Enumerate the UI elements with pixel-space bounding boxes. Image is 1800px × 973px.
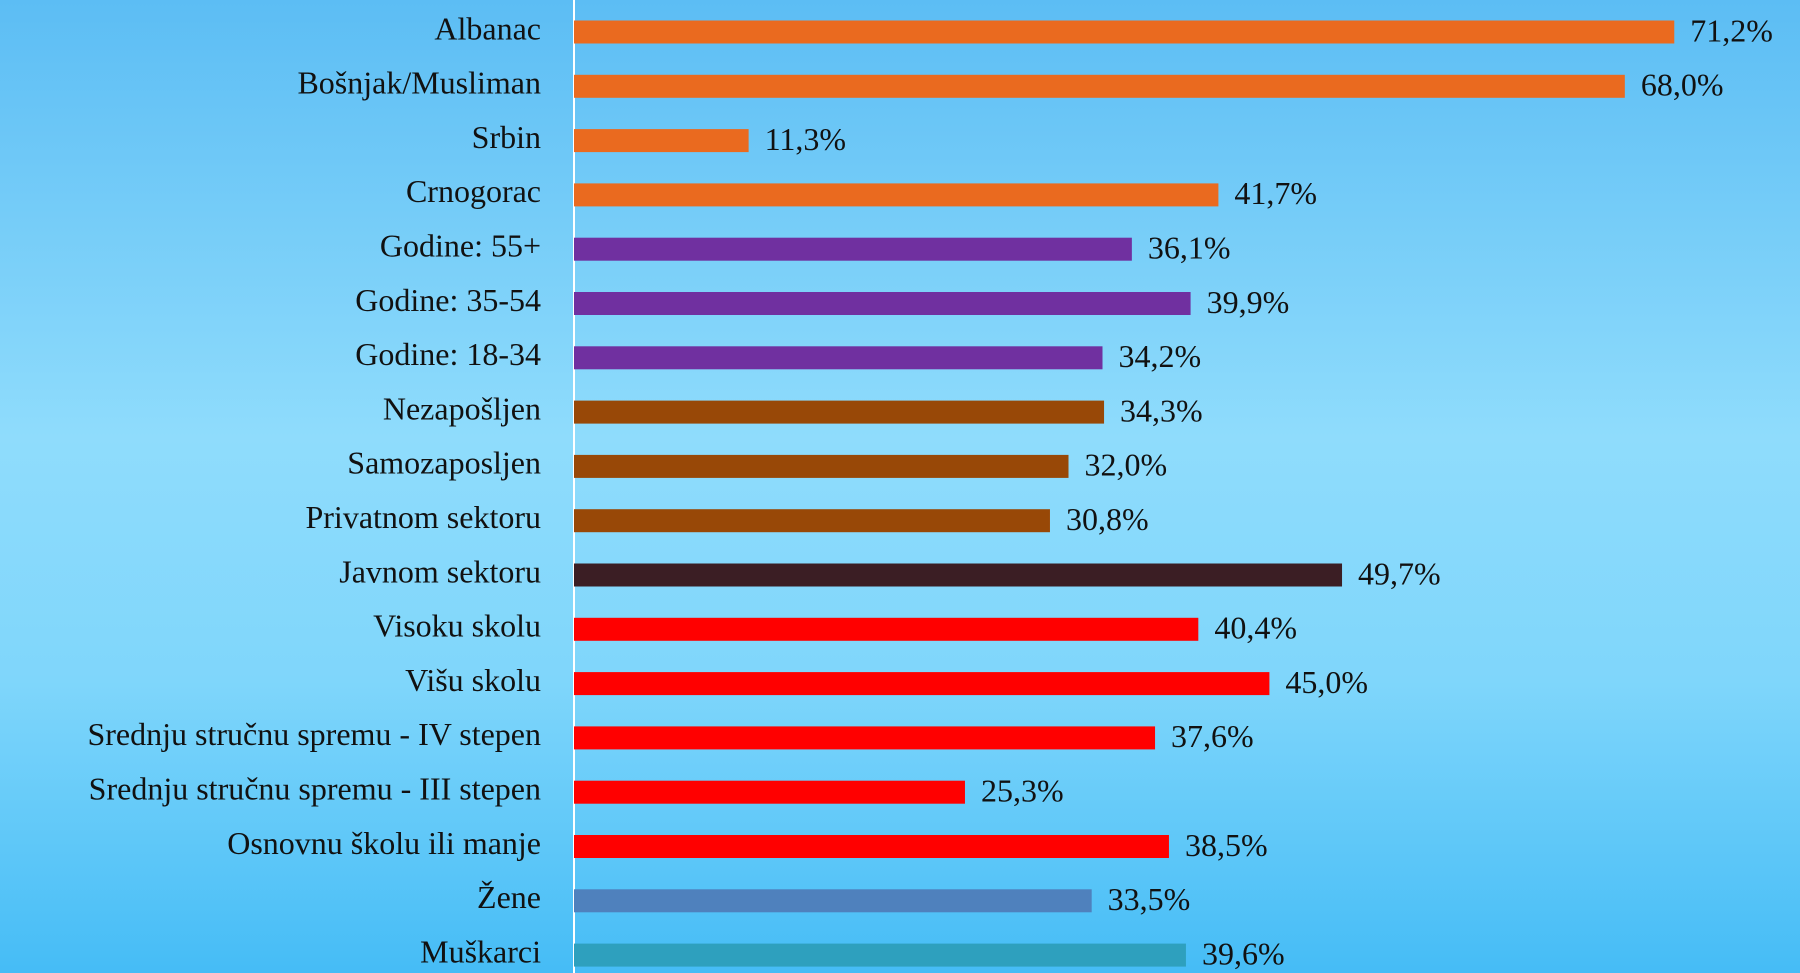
category-label: Višu skolu <box>405 662 541 698</box>
value-label: 39,6% <box>1202 935 1285 971</box>
bar <box>574 346 1103 370</box>
bar <box>574 292 1191 315</box>
category-label: Albanac <box>434 10 541 46</box>
value-label: 34,3% <box>1120 392 1203 428</box>
category-label: Nezapošljen <box>383 390 541 426</box>
bar <box>574 237 1132 261</box>
category-label: Srednju stručnu spremu - IV stepen <box>87 716 541 752</box>
category-label: Crnogorac <box>406 173 541 209</box>
value-label: 41,7% <box>1234 175 1317 211</box>
value-label: 30,8% <box>1066 501 1149 537</box>
bar <box>574 563 1343 587</box>
bar <box>574 726 1156 750</box>
value-label: 33,5% <box>1108 881 1191 917</box>
category-label: Srednju stručnu spremu - III stepen <box>89 771 541 807</box>
bar <box>574 74 1625 98</box>
bar <box>574 400 1105 424</box>
bar <box>574 183 1219 207</box>
category-label: Žene <box>477 879 541 915</box>
bar <box>574 835 1169 858</box>
bar <box>574 617 1199 641</box>
bar <box>574 889 1092 913</box>
category-label: Osnovnu školu ili manje <box>227 825 541 861</box>
value-label: 39,9% <box>1207 284 1290 320</box>
value-label: 45,0% <box>1285 664 1368 700</box>
value-label: 25,3% <box>981 773 1064 809</box>
value-label: 49,7% <box>1358 555 1441 591</box>
value-label: 37,6% <box>1171 718 1254 754</box>
category-label: Godine: 18-34 <box>355 336 541 372</box>
value-label: 68,0% <box>1641 67 1724 103</box>
value-label: 36,1% <box>1148 230 1231 266</box>
bar <box>574 454 1069 478</box>
category-label: Samozaposljen <box>347 445 541 481</box>
category-label: Bošnjak/Musliman <box>297 65 541 101</box>
value-label: 40,4% <box>1214 610 1297 646</box>
bar <box>574 943 1186 967</box>
value-label: 38,5% <box>1185 827 1268 863</box>
category-label: Visoku skolu <box>373 608 541 644</box>
category-label: Muškarci <box>420 933 541 969</box>
bar <box>574 509 1050 533</box>
bar <box>574 129 749 153</box>
category-label: Godine: 55+ <box>380 228 541 264</box>
value-label: 71,2% <box>1690 12 1773 48</box>
value-label: 11,3% <box>765 121 846 157</box>
category-label: Privatnom sektoru <box>305 499 541 535</box>
category-label: Srbin <box>472 119 541 155</box>
value-label: 34,2% <box>1119 338 1202 374</box>
value-label: 32,0% <box>1085 447 1168 483</box>
bar <box>574 780 965 804</box>
bar <box>574 20 1675 44</box>
category-label: Godine: 35-54 <box>355 282 541 318</box>
bar <box>574 672 1270 696</box>
category-label: Javnom sektoru <box>339 553 541 589</box>
